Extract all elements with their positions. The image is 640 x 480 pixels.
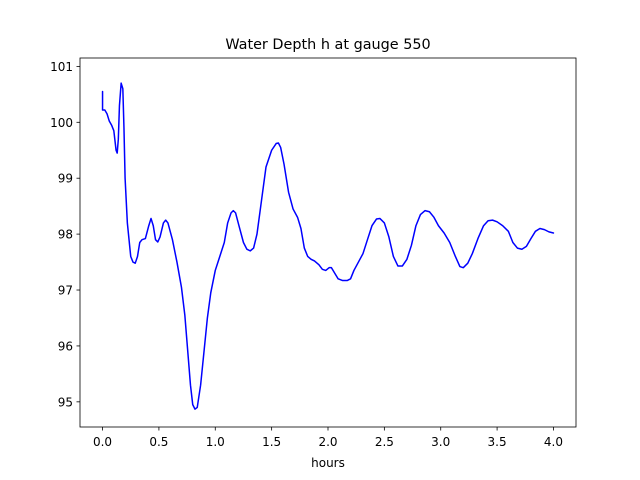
x-tick-label: 0.0	[93, 435, 112, 449]
y-tick-label: 100	[50, 116, 73, 130]
y-tick-label: 98	[58, 228, 73, 242]
x-tick-label: 3.0	[431, 435, 450, 449]
x-tick-label: 2.0	[318, 435, 337, 449]
y-tick-label: 101	[50, 60, 73, 74]
y-tick-label: 95	[58, 395, 73, 409]
y-tick-label: 97	[58, 284, 73, 298]
y-axis: 95 96 97 98 99 100 101	[50, 60, 80, 409]
x-tick-label: 4.0	[544, 435, 563, 449]
x-tick-label: 1.5	[262, 435, 281, 449]
x-axis: 0.0 0.5 1.0 1.5 2.0 2.5 3.0 3.5 4.0	[93, 427, 563, 449]
y-tick-label: 96	[58, 339, 73, 353]
x-tick-label: 0.5	[149, 435, 168, 449]
x-tick-label: 2.5	[375, 435, 394, 449]
chart-title: Water Depth h at gauge 550	[225, 37, 430, 53]
x-tick-label: 1.0	[206, 435, 225, 449]
x-tick-label: 3.5	[488, 435, 507, 449]
series-line-water-depth	[101, 82, 555, 410]
y-tick-label: 99	[58, 172, 73, 186]
x-axis-label: hours	[311, 456, 345, 470]
